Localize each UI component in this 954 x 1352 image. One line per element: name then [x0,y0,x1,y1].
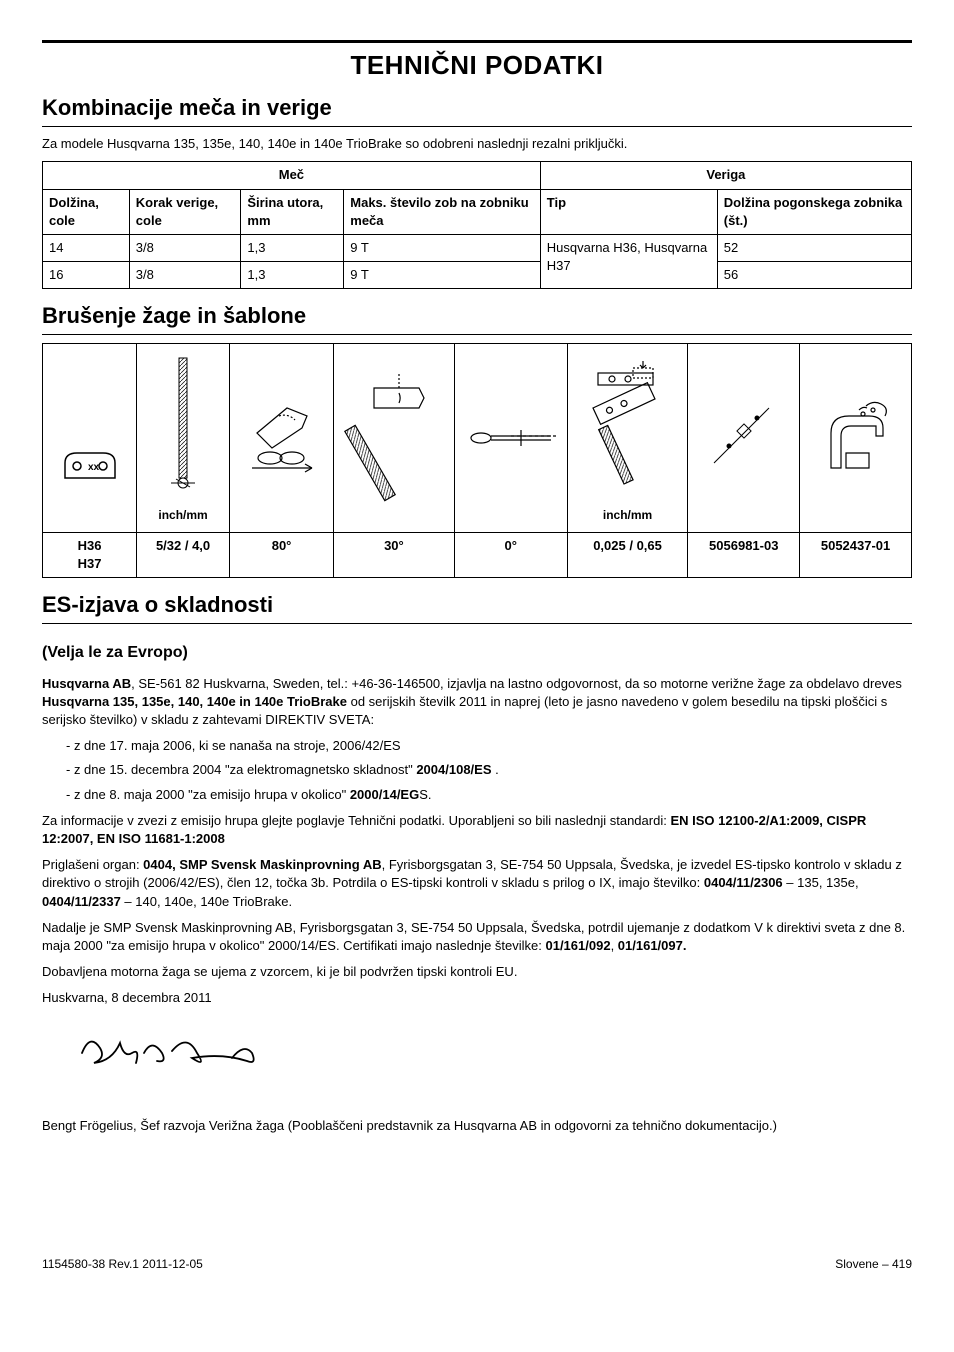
paragraph: Nadalje je SMP Svensk Maskinprovning AB,… [42,919,912,955]
table-row: xx inch/mm [43,344,912,533]
cell: 52 [717,234,911,261]
cell: 16 [43,262,130,289]
section-heading-es-izjava: ES-izjava o skladnosti [42,590,912,624]
diagram-depth-gauge-icon: inch/mm [567,344,688,533]
doc-title: TEHNIČNI PODATKI [42,47,912,83]
list-item: - z dne 17. maja 2006, ki se nanaša na s… [66,737,912,755]
cell: 9 T [344,234,541,261]
footer-left: 1154580-38 Rev.1 2011-12-05 [42,1256,203,1273]
paragraph: Priglašeni organ: 0404, SMP Svensk Maski… [42,856,912,911]
cell: 5052437-01 [800,533,912,578]
cell: 5/32 / 4,0 [137,533,230,578]
table-row: Meč Veriga [43,162,912,189]
kombinacije-intro: Za modele Husqvarna 135, 135e, 140, 140e… [42,135,912,153]
cell: 5056981-03 [688,533,800,578]
paragraph: Husqvarna AB, SE-561 82 Huskvarna, Swede… [42,675,912,730]
cell: 14 [43,234,130,261]
diagram-filing-gauge-icon [800,344,912,533]
group-header-mec: Meč [43,162,541,189]
group-header-veriga: Veriga [540,162,911,189]
list-item: - z dne 8. maja 2000 "za emisijo hrupa v… [66,786,912,804]
svg-text:xx: xx [88,462,100,473]
cell: 1,3 [241,262,344,289]
paragraph: Huskvarna, 8 decembra 2011 [42,989,912,1007]
cell: 0° [454,533,567,578]
label: inch/mm [574,507,682,524]
cell: 30° [334,533,455,578]
mec-veriga-table: Meč Veriga Dolžina, cole Korak verige, c… [42,161,912,289]
row-label: H36 H37 [43,533,137,578]
footer-right: Slovene – 419 [835,1256,912,1273]
col-header: Dolžina, cole [43,189,130,234]
cell: 80° [230,533,334,578]
es-subheading: (Velja le za Evropo) [42,642,912,664]
col-header: Maks. število zob na zobniku meča [344,189,541,234]
cell: Husqvarna H36, Husqvarna H37 [540,234,717,288]
paragraph: Dobavljena motorna žaga se ujema z vzorc… [42,963,912,981]
diagram-gauge-tool-icon [688,344,800,533]
brusenje-table: xx inch/mm [42,343,912,578]
paragraph: Za informacije v zvezi z emisijo hrupa g… [42,812,912,848]
list-item: - z dne 15. decembra 2004 "za elektromag… [66,761,912,779]
section-heading-brusenje: Brušenje žage in šablone [42,301,912,335]
table-row: 14 3/8 1,3 9 T Husqvarna H36, Husqvarna … [43,234,912,261]
diagram-side-angle-icon [334,344,455,533]
table-row: Dolžina, cole Korak verige, cole Širina … [43,189,912,234]
signature-image [72,1023,912,1093]
cell: 1,3 [241,234,344,261]
cell: 56 [717,262,911,289]
cell: 3/8 [129,262,241,289]
col-header: Tip [540,189,717,234]
col-header: Korak verige, cole [129,189,241,234]
label: inch/mm [143,507,223,524]
diagram-file-angle-icon [454,344,567,533]
section-heading-kombinacije: Kombinacije meča in verige [42,93,912,127]
col-header: Dolžina pogonskega zobnika (št.) [717,189,911,234]
table-row: H36 H37 5/32 / 4,0 80° 30° 0° 0,025 / 0,… [43,533,912,578]
diagram-file-diameter-icon: inch/mm [137,344,230,533]
diagram-chain-link-icon: xx [43,344,137,533]
table-row: 16 3/8 1,3 9 T 56 [43,262,912,289]
top-rule [42,40,912,43]
cell: 9 T [344,262,541,289]
cell: 0,025 / 0,65 [567,533,688,578]
col-header: Širina utora, mm [241,189,344,234]
page-footer: 1154580-38 Rev.1 2011-12-05 Slovene – 41… [42,1256,912,1273]
paragraph: Bengt Frögelius, Šef razvoja Verižna žag… [42,1117,912,1135]
cell: 3/8 [129,234,241,261]
diagram-top-angle-icon [230,344,334,533]
